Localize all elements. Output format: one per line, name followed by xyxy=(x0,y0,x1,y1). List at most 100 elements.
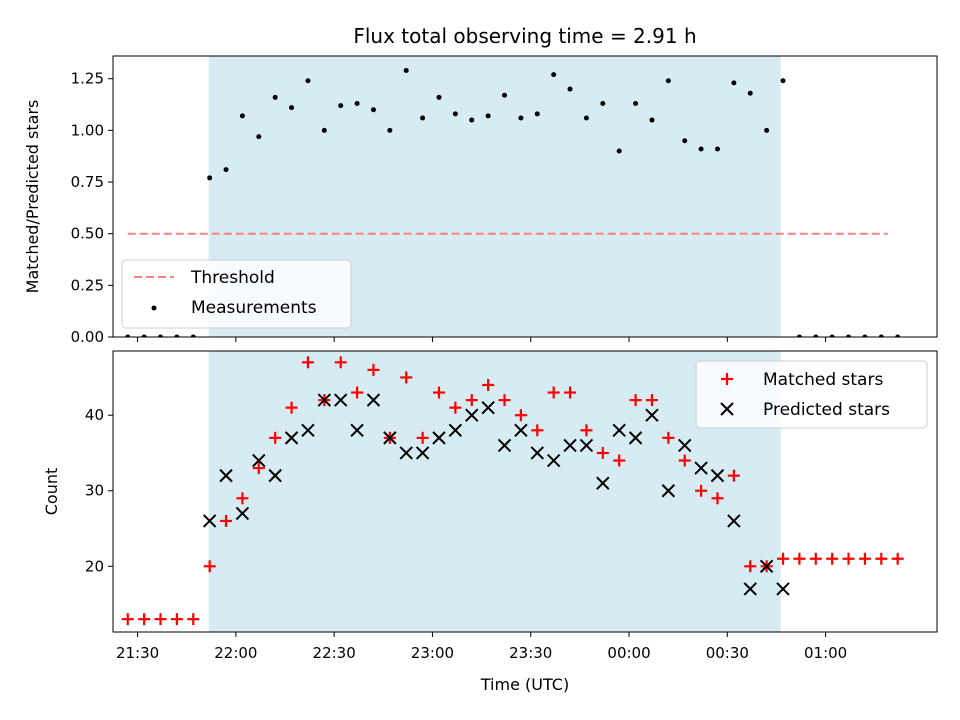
xtick-label: 22:00 xyxy=(214,644,257,662)
measurement-point xyxy=(469,117,475,123)
measurement-point xyxy=(731,80,737,86)
measurement-point xyxy=(846,334,852,337)
xtick-label: 22:30 xyxy=(313,644,356,662)
measurement-point xyxy=(780,78,786,84)
matched-star-point xyxy=(744,560,757,573)
matched-star-point xyxy=(809,552,822,565)
predicted-star-point xyxy=(284,431,299,445)
matched-star-point xyxy=(547,386,560,399)
ratio-ytick-label: 1.25 xyxy=(71,70,104,88)
matched-star-point xyxy=(645,394,658,407)
matched-star-point xyxy=(367,363,380,376)
measurement-point xyxy=(207,175,213,181)
xtick-label: 00:30 xyxy=(706,644,749,662)
matched-star-point xyxy=(269,431,282,444)
measurement-point xyxy=(583,115,589,121)
measurement-point xyxy=(895,334,901,337)
measurement-point xyxy=(420,115,426,121)
count-axes-frame xyxy=(112,350,938,633)
predicted-star-point xyxy=(546,453,561,468)
measurement-point xyxy=(174,334,180,337)
predicted-star-point xyxy=(678,438,692,453)
predicted-star-point xyxy=(710,468,725,483)
predicted-star-point xyxy=(497,438,512,453)
matched-star-point xyxy=(580,424,593,437)
ratio-ytick-label: 0.25 xyxy=(71,276,104,294)
predicted-star-point xyxy=(530,446,544,460)
legend-measurements-label: Measurements xyxy=(191,298,317,318)
legend-measurements-swatch xyxy=(151,305,157,311)
measurement-point xyxy=(403,67,409,73)
legend-threshold-label: Threshold xyxy=(190,268,275,288)
matched-star-point xyxy=(498,394,511,407)
measurement-point xyxy=(256,134,262,140)
matched-star-point xyxy=(678,454,691,467)
chart-title: Flux total observing time = 2.91 h xyxy=(353,24,696,48)
measurement-point xyxy=(338,103,344,109)
measurement-point xyxy=(223,167,229,173)
xtick-label: 23:00 xyxy=(411,644,454,662)
predicted-star-point xyxy=(235,506,250,521)
matched-star-point xyxy=(662,431,675,444)
count-observing-window xyxy=(208,351,781,632)
matched-star-point xyxy=(793,552,806,565)
xtick-label: 23:30 xyxy=(509,644,552,662)
legend-matched-label: Matched stars xyxy=(763,370,883,390)
xtick-label: 01:00 xyxy=(804,644,847,662)
matched-star-point xyxy=(875,552,888,565)
ratio-axes-frame xyxy=(112,55,938,338)
measurement-point xyxy=(321,127,327,133)
count-ytick-label: 20 xyxy=(85,557,104,575)
predicted-star-point xyxy=(596,476,610,490)
matched-star-point xyxy=(432,386,445,399)
predicted-star-point xyxy=(350,423,364,438)
measurement-point xyxy=(436,94,442,100)
count-ytick-label: 30 xyxy=(85,482,104,500)
measurement-point xyxy=(485,113,491,119)
xtick-label: 00:00 xyxy=(607,644,650,662)
matched-star-point xyxy=(695,484,708,497)
ratio-panel: 0.00 0.25 0.50 0.75 1.00 1.25 Matched/Predict… xyxy=(23,55,938,346)
matched-star-point xyxy=(138,613,151,626)
matched-star-point xyxy=(629,394,642,407)
predicted-star-point xyxy=(366,393,381,407)
matched-star-point xyxy=(416,431,429,444)
count-y-axis-label: Count xyxy=(42,468,61,516)
matched-star-point xyxy=(514,409,527,422)
measurement-point xyxy=(370,107,376,113)
predicted-star-point xyxy=(432,431,446,445)
predicted-star-point xyxy=(694,461,708,475)
measurement-point xyxy=(158,334,164,337)
ratio-x-ticks xyxy=(137,337,827,342)
measurement-point xyxy=(534,111,540,117)
measurement-point xyxy=(239,113,245,119)
matched-star-point xyxy=(826,552,839,565)
count-x-ticks: 21:30 22:00 22:30 23:00 23:30 00:00 00:30 01:00 xyxy=(116,632,847,662)
measurement-point xyxy=(813,334,819,337)
legend-predicted-swatch xyxy=(720,402,734,416)
ratio-ytick-label: 0.50 xyxy=(71,225,104,243)
predicted-star-point xyxy=(202,514,217,528)
measurement-point xyxy=(665,78,671,84)
predicted-star-point xyxy=(727,514,741,528)
predicted-star-point xyxy=(252,453,266,468)
ratio-plot-area xyxy=(125,67,901,337)
matched-star-point xyxy=(465,394,478,407)
measurement-point xyxy=(633,101,639,107)
matched-star-point xyxy=(727,469,740,482)
ratio-y-axis-label: Matched/Predicted stars xyxy=(23,100,42,294)
predicted-star-point xyxy=(465,408,479,422)
matched-star-point xyxy=(252,462,265,475)
count-plot-area xyxy=(121,356,904,626)
matched-star-point xyxy=(334,356,347,369)
predicted-star-point xyxy=(645,408,659,422)
measurement-point xyxy=(714,146,720,152)
measurement-point xyxy=(125,334,131,337)
measurement-point xyxy=(289,105,295,111)
ratio-legend-box xyxy=(121,259,352,329)
matched-star-point xyxy=(301,356,314,369)
matched-star-point xyxy=(154,613,167,626)
predicted-star-point xyxy=(268,468,282,483)
predicted-star-point xyxy=(743,582,757,596)
